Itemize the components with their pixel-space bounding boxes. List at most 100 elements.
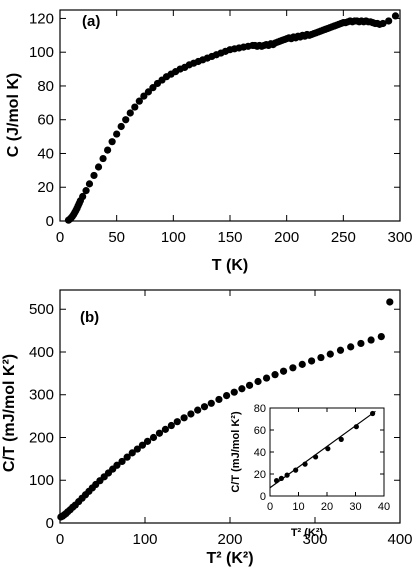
- panel-b-data-point: [161, 425, 169, 433]
- panel-b: (b) T² (K²) C/T (mJ/mol K²) 0 100 200 300 40…: [1, 289, 413, 567]
- inset-x-tick-label: 20: [321, 501, 333, 513]
- panel-b-data-point: [262, 374, 271, 382]
- inset-background: [270, 408, 384, 496]
- panel-b-x-tick-label: 300: [302, 531, 327, 548]
- panel-b-data-point: [386, 298, 394, 306]
- panel-b-data-point: [326, 350, 334, 358]
- inset-y-tick-label: 60: [254, 425, 266, 437]
- panel-a-label: (a): [82, 13, 100, 30]
- panel-a-y-tick-label: 60: [37, 112, 54, 129]
- panel-a-y-tick-label: 20: [37, 179, 54, 196]
- panel-b-x-axis-title: T² (K²): [206, 550, 253, 567]
- panel-b-data-point: [143, 437, 152, 445]
- panel-b-data-point: [238, 385, 246, 393]
- panel-b-data-point: [215, 395, 223, 404]
- panel-b-data-point: [194, 406, 202, 414]
- panel-a-x-tick-label: 0: [56, 229, 64, 246]
- panel-a-y-axis-title: C (J/mol K): [5, 73, 22, 157]
- inset-data-point: [313, 454, 319, 460]
- inset-data-point: [302, 461, 308, 467]
- panel-b-data-point: [317, 353, 325, 362]
- panel-a-data-point: [82, 187, 90, 195]
- inset-data-point: [325, 446, 331, 452]
- panel-b-data-point: [207, 399, 215, 407]
- panel-b-x-tick-label: 400: [387, 531, 412, 548]
- panel-a-x-tick-label: 100: [161, 229, 186, 246]
- panel-b-data-point: [245, 381, 254, 389]
- panel-a-data-point: [113, 130, 121, 138]
- panel-a-data-point: [379, 19, 387, 28]
- inset-x-tick-label: 40: [378, 501, 390, 513]
- panel-a-y-tick-label: 80: [37, 78, 54, 95]
- panel-a-data-point: [94, 163, 103, 171]
- panel-b-data-point: [367, 336, 375, 344]
- panel-a-plot-frame: [59, 9, 401, 222]
- panel-b-data-point: [149, 433, 158, 442]
- panel-b-data-point: [254, 377, 262, 386]
- inset-y-tick-label: 0: [260, 491, 266, 503]
- panel-a-x-tick-label: 300: [387, 229, 412, 246]
- panel-b-y-tick-label: 300: [29, 387, 54, 404]
- panel-a-y-tick-label: 100: [29, 44, 54, 61]
- panel-b-x-tick-label: 0: [56, 531, 64, 548]
- panel-b-data-point: [279, 367, 288, 375]
- panel-b-data-point: [138, 441, 147, 449]
- panel-b-data-point: [336, 346, 345, 354]
- panel-b-data-point: [223, 391, 231, 400]
- panel-b-data-point: [289, 364, 297, 372]
- panel-a-data-point: [79, 192, 87, 201]
- panel-a-x-tick-label: 150: [217, 229, 242, 246]
- inset-y-axis-title: C/T (mJ/mol K²): [230, 411, 242, 493]
- panel-a-x-tick-label: 50: [108, 229, 125, 246]
- panel-a-x-tick-label: 250: [331, 229, 356, 246]
- panel-b-data-point: [298, 360, 306, 368]
- panel-b-label: (b): [80, 309, 99, 326]
- panel-b-y-axis-title: C/T (mJ/mol K²): [1, 354, 18, 472]
- panel-b-data-point: [271, 371, 279, 379]
- panel-a-x-tick-label: 200: [274, 229, 299, 246]
- panel-b-data-point: [187, 410, 195, 418]
- inset-y-tick-label: 20: [254, 469, 266, 481]
- panel-a-data-point: [104, 146, 112, 154]
- inset-x-tick-label: 30: [349, 501, 361, 513]
- panel-b-data-point: [155, 429, 164, 437]
- panel-a-y-tick-label: 40: [37, 145, 54, 162]
- panel-b-data-point: [133, 445, 141, 453]
- inset-x-axis-title: T² (K²): [291, 527, 324, 539]
- panel-a-data-point: [131, 103, 139, 111]
- panel-a-data-point: [90, 171, 98, 180]
- panel-a-data-point: [140, 92, 148, 100]
- panel-a-y-tick-label: 0: [46, 213, 54, 230]
- inset-data-point: [273, 478, 280, 484]
- panel-b-y-tick-label: 0: [46, 515, 54, 532]
- panel-b-data-point: [180, 414, 188, 422]
- panel-a-data-point: [391, 12, 400, 20]
- inset-data-point: [284, 472, 290, 478]
- inset-y-tick-label: 40: [254, 447, 266, 459]
- panel-b-data-point: [113, 461, 121, 469]
- panel-a-data-point: [99, 154, 107, 163]
- panel-b-data-point: [308, 357, 316, 365]
- inset-y-tick-label: 80: [254, 403, 266, 415]
- panel-b-data-point: [347, 343, 355, 351]
- inset-data-point: [370, 410, 376, 417]
- panel-a: (a) T (K) C (J/mol K) 0 50 100 150 200 250 300…: [5, 9, 413, 274]
- panel-b-data-point: [230, 388, 238, 396]
- panel-a-data-point: [122, 116, 130, 124]
- panel-b-data-point: [123, 453, 131, 461]
- panel-b-data-point: [357, 339, 365, 348]
- panel-b-data-point: [200, 403, 209, 411]
- panel-b-data-point: [377, 333, 385, 341]
- inset-data-point: [353, 424, 359, 430]
- panel-b-y-tick-label: 200: [29, 429, 54, 446]
- panel-b-data-point: [118, 457, 126, 466]
- inset-data-point: [278, 475, 284, 481]
- inset-data-point: [338, 436, 344, 442]
- inset-plot: 0 10 20 30 40 0 20 40 60 80 T² (K²) C/T (mJ/mol K²): [230, 403, 390, 539]
- panel-a-data-point: [126, 109, 134, 117]
- inset-x-tick-label: 10: [292, 501, 304, 513]
- panel-b-y-tick-label: 400: [29, 344, 54, 361]
- inset-x-tick-label: 0: [267, 501, 273, 513]
- panel-a-data-point: [149, 84, 157, 92]
